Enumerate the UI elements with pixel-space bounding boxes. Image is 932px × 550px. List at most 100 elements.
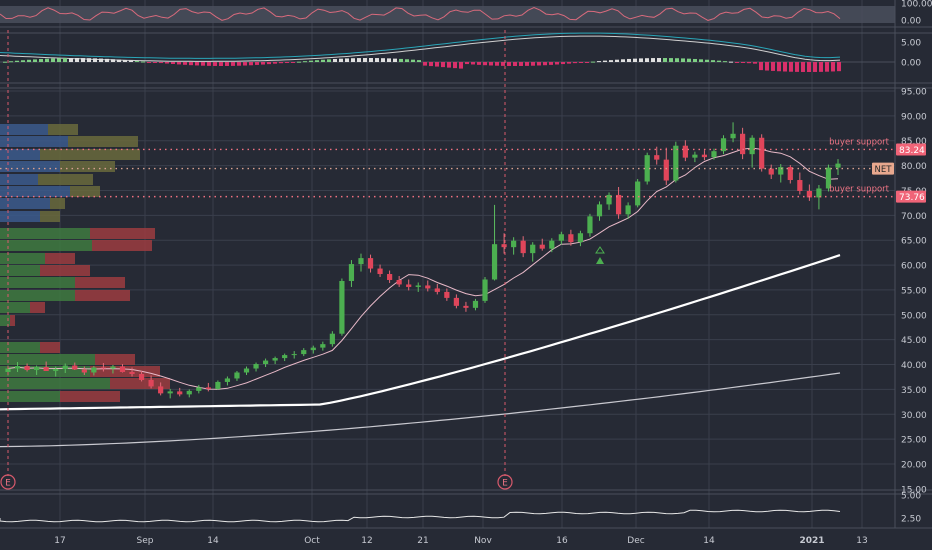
candle[interactable] <box>243 366 250 375</box>
support-price-badge[interactable] <box>896 190 926 203</box>
candle[interactable] <box>425 280 431 292</box>
candle[interactable] <box>558 231 564 245</box>
candle[interactable] <box>158 382 164 396</box>
candle[interactable] <box>797 172 803 195</box>
candle[interactable] <box>472 298 479 311</box>
candle[interactable] <box>53 366 59 377</box>
candle[interactable] <box>778 164 784 183</box>
candle[interactable] <box>816 184 822 210</box>
candle[interactable] <box>34 365 40 375</box>
candle[interactable] <box>577 230 584 247</box>
candle[interactable] <box>835 159 841 176</box>
candle[interactable] <box>635 179 641 208</box>
candle[interactable] <box>129 367 135 377</box>
candle[interactable] <box>81 366 87 375</box>
candle[interactable] <box>234 370 240 381</box>
price-axis[interactable]: 95.0090.0085.0080.0075.0070.0065.0060.00… <box>872 0 932 525</box>
candle[interactable] <box>768 164 774 180</box>
candle[interactable] <box>282 353 288 362</box>
support-price-badge[interactable] <box>896 143 926 156</box>
candle[interactable] <box>348 260 355 287</box>
candle[interactable] <box>377 264 383 278</box>
candle[interactable] <box>406 279 412 291</box>
candle[interactable] <box>491 204 498 281</box>
candle[interactable] <box>520 236 526 258</box>
candle[interactable] <box>339 278 345 336</box>
candle[interactable] <box>759 134 765 172</box>
candle[interactable] <box>14 362 21 372</box>
candle[interactable] <box>606 192 612 210</box>
candle[interactable] <box>367 254 374 273</box>
candle[interactable] <box>91 366 97 376</box>
candle[interactable] <box>787 165 793 184</box>
candle[interactable] <box>396 276 402 287</box>
candle[interactable] <box>320 341 326 351</box>
candle[interactable] <box>692 151 698 163</box>
candle[interactable] <box>482 277 488 303</box>
candle[interactable] <box>100 363 107 372</box>
candle[interactable] <box>62 363 68 373</box>
candlestick-series[interactable] <box>5 122 841 399</box>
candle[interactable] <box>711 148 717 160</box>
candle[interactable] <box>72 362 78 371</box>
candle[interactable] <box>701 150 708 161</box>
candle[interactable] <box>215 380 221 390</box>
candle[interactable] <box>501 233 507 254</box>
candle[interactable] <box>262 358 269 368</box>
candle[interactable] <box>615 186 622 219</box>
candle[interactable] <box>415 282 421 292</box>
time-axis[interactable]: 17 Sep 14 Oct 12 21 Nov 16 Dec 14 2021 13 <box>0 529 932 550</box>
candle[interactable] <box>463 301 469 312</box>
macd-histogram-bar <box>57 58 61 62</box>
candle[interactable] <box>511 237 517 255</box>
candle[interactable] <box>444 288 450 301</box>
candle[interactable] <box>358 253 364 272</box>
candle[interactable] <box>301 348 307 357</box>
candle[interactable] <box>43 361 49 371</box>
ticker-badge[interactable] <box>872 162 894 175</box>
candle[interactable] <box>253 362 259 372</box>
candle[interactable] <box>749 135 755 168</box>
earnings-marker[interactable] <box>497 474 513 490</box>
volume-profile-buy <box>0 161 60 172</box>
candle[interactable] <box>568 229 574 246</box>
candle[interactable] <box>186 389 192 398</box>
candle[interactable] <box>587 213 593 237</box>
candle[interactable] <box>310 345 316 354</box>
candle[interactable] <box>110 365 116 374</box>
candle[interactable] <box>644 152 650 185</box>
candle[interactable] <box>549 238 555 253</box>
candle[interactable] <box>387 270 393 283</box>
candle[interactable] <box>329 331 335 347</box>
candle[interactable] <box>167 388 173 399</box>
candle[interactable] <box>720 135 727 155</box>
macd-histogram-bar <box>627 58 631 62</box>
candle[interactable] <box>196 384 202 394</box>
candle[interactable] <box>730 122 736 143</box>
candle[interactable] <box>177 387 183 397</box>
candle[interactable] <box>119 364 126 373</box>
candle[interactable] <box>806 184 812 201</box>
candle[interactable] <box>148 375 154 389</box>
candle[interactable] <box>453 294 459 309</box>
candle[interactable] <box>682 140 688 162</box>
candle[interactable] <box>205 382 211 392</box>
candle[interactable] <box>654 146 660 165</box>
candle[interactable] <box>272 356 278 365</box>
candle[interactable] <box>739 127 746 160</box>
candle[interactable] <box>825 164 832 192</box>
candle[interactable] <box>625 202 631 219</box>
candle[interactable] <box>596 201 603 221</box>
candle[interactable] <box>673 141 679 183</box>
candle[interactable] <box>434 283 440 295</box>
earnings-marker[interactable] <box>0 474 16 490</box>
candle[interactable] <box>24 363 30 372</box>
candle[interactable] <box>539 238 545 251</box>
candle[interactable] <box>138 370 145 382</box>
candle[interactable] <box>291 351 297 359</box>
candle[interactable] <box>663 147 669 185</box>
candle[interactable] <box>530 242 536 262</box>
candle[interactable] <box>224 376 231 386</box>
